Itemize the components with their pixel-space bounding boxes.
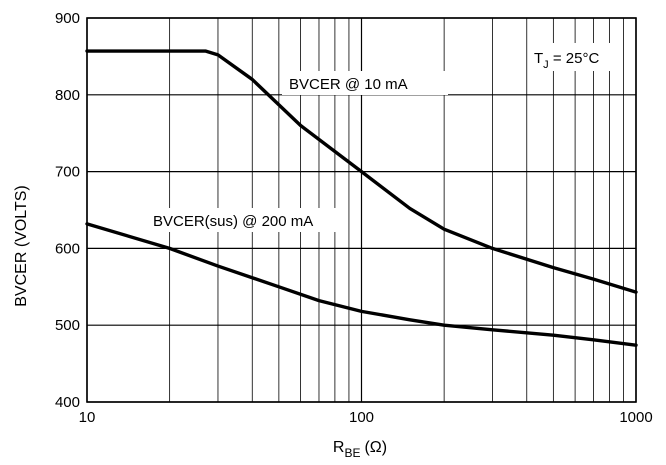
plot-frame [86,17,637,403]
series-layer [85,49,638,347]
x-axis-title-main: R [333,439,345,456]
y-tick-label: 800 [55,87,80,104]
y-axis-title: BVCER (VOLTS) [13,185,30,307]
series-label-bvcer-sus-200ma: BVCER(sus) @ 200 mA [147,208,345,232]
y-tick-label: 500 [55,317,80,334]
tj-annotation: TJ = 25°C [528,43,622,71]
y-tick-label: 900 [55,10,80,27]
series-label-bvcer-10ma-text: BVCER @ 10 mA [289,76,408,93]
x-tick-labels: 10 100 1000 [79,409,653,426]
series-label-bvcer-sus-200ma-text: BVCER(sus) @ 200 mA [153,213,313,230]
tj-annotation-rest: = 25°C [549,50,600,67]
tj-annotation-main: T [534,50,543,67]
x-axis-title-sub: BE [344,446,360,460]
x-axis-title: RBE (Ω) [333,439,387,460]
x-tick-label: 1000 [619,409,652,426]
y-tick-labels: 400 500 600 700 800 900 [55,10,80,411]
y-tick-label: 700 [55,164,80,181]
series-label-bvcer-10ma: BVCER @ 10 mA [282,71,448,95]
tj-annotation-text: TJ = 25°C [534,50,599,71]
series-line-2 [85,222,638,347]
x-axis-title-unit: (Ω) [364,439,387,456]
major-grid [86,17,637,403]
x-tick-label: 10 [79,409,96,426]
series-label-bvcer-sus-200ma-bg [147,208,345,232]
tj-annotation-sub: J [543,59,549,71]
x-tick-label: 100 [349,409,374,426]
y-tick-label: 400 [55,394,80,411]
tj-annotation-bg [528,43,622,71]
series-label-bvcer-10ma-bg [282,71,448,95]
y-tick-label: 600 [55,240,80,257]
series-line-1 [85,49,638,294]
